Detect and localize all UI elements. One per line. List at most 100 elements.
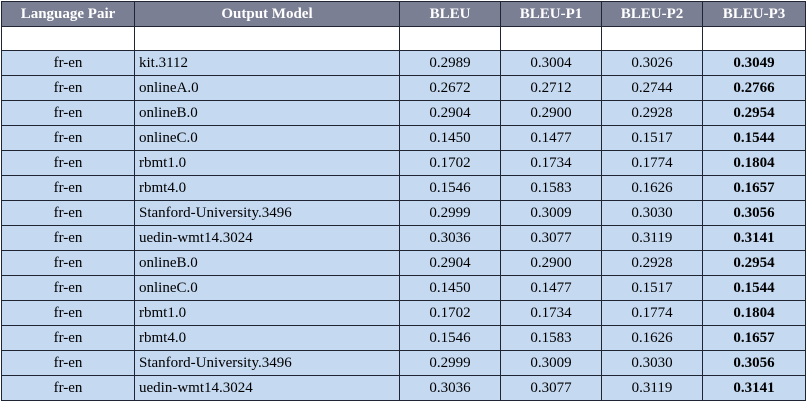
table-row: fr-en uedin-wmt14.3024 0.3036 0.3077 0.3119 0…: [1, 225, 806, 251]
cell-output-model: onlineB.0: [134, 100, 400, 126]
cell-bleu-p1: 0.1734: [500, 300, 602, 326]
cell-bleu-p2: 0.1626: [601, 325, 703, 351]
cell-bleu-p3: 0.2766: [702, 75, 806, 101]
cell-output-model: uedin-wmt14.3024: [134, 375, 400, 401]
cell-bleu-p3: 0.1544: [702, 275, 806, 301]
cell-bleu-p3: 0.3056: [702, 200, 806, 226]
cell-language-pair: fr-en: [1, 125, 135, 151]
cell-bleu-p2: 0.2744: [601, 75, 703, 101]
cell-bleu-p3: 0.1657: [702, 325, 806, 351]
cell-bleu: 0.1546: [399, 175, 501, 201]
cell-bleu: 0.1450: [399, 125, 501, 151]
cell-language-pair: fr-en: [1, 50, 135, 76]
cell-bleu: 0.1702: [399, 150, 501, 176]
table-row: fr-en Stanford-University.3496 0.2999 0.300…: [1, 200, 806, 226]
cell-bleu-p1: 0.1583: [500, 325, 602, 351]
cell-bleu-p1: 0.2900: [500, 100, 602, 126]
table-row: fr-en uedin-wmt14.3024 0.3036 0.3077 0.3119 0…: [1, 375, 806, 401]
cell-output-model: uedin-wmt14.3024: [134, 225, 400, 251]
cell-bleu-p1: 0.1583: [500, 175, 602, 201]
table-row: fr-en kit.3112 0.2989 0.3004 0.3026 0.3049: [1, 50, 806, 76]
cell-bleu-p2: 0.1517: [601, 125, 703, 151]
cell-language-pair: fr-en: [1, 300, 135, 326]
cell-language-pair: fr-en: [1, 225, 135, 251]
cell-language-pair: fr-en: [1, 275, 135, 301]
cell-bleu-p2: 0.3119: [601, 375, 703, 401]
empty-row: [1, 26, 806, 51]
cell-bleu: 0.2999: [399, 200, 501, 226]
cell-bleu-p1: 0.1477: [500, 125, 602, 151]
header-row: Language Pair Output Model BLEU BLEU-P1 …: [1, 1, 806, 27]
cell-bleu: 0.1702: [399, 300, 501, 326]
cell-bleu: 0.3036: [399, 225, 501, 251]
cell-output-model: rbmt4.0: [134, 175, 400, 201]
cell-bleu-p2: 0.1774: [601, 300, 703, 326]
table-row: fr-en rbmt4.0 0.1546 0.1583 0.1626 0.1657: [1, 175, 806, 201]
cell-bleu-p2: 0.3030: [601, 200, 703, 226]
cell-bleu-p3: 0.3049: [702, 50, 806, 76]
cell-output-model: Stanford-University.3496: [134, 200, 400, 226]
cell-bleu-p3: 0.2954: [702, 250, 806, 276]
cell-output-model: onlineA.0: [134, 75, 400, 101]
cell-bleu-p1: 0.3077: [500, 375, 602, 401]
cell-bleu-p3: 0.1544: [702, 125, 806, 151]
cell-bleu-p2: 0.1517: [601, 275, 703, 301]
cell-bleu-p3: 0.1804: [702, 150, 806, 176]
cell-bleu-p1: 0.3077: [500, 225, 602, 251]
table-row: fr-en onlineA.0 0.2672 0.2712 0.2744 0.2766: [1, 75, 806, 101]
cell-language-pair: fr-en: [1, 150, 135, 176]
empty-cell: [399, 26, 501, 51]
cell-bleu: 0.1450: [399, 275, 501, 301]
cell-output-model: Stanford-University.3496: [134, 350, 400, 376]
cell-bleu-p3: 0.3141: [702, 375, 806, 401]
cell-language-pair: fr-en: [1, 75, 135, 101]
cell-bleu-p1: 0.1477: [500, 275, 602, 301]
cell-bleu: 0.2989: [399, 50, 501, 76]
cell-bleu-p2: 0.3026: [601, 50, 703, 76]
cell-output-model: onlineC.0: [134, 275, 400, 301]
header-bleu-p1: BLEU-P1: [500, 1, 602, 27]
table-row: fr-en onlineC.0 0.1450 0.1477 0.1517 0.1544: [1, 275, 806, 301]
cell-bleu: 0.3036: [399, 375, 501, 401]
table-row: fr-en rbmt4.0 0.1546 0.1583 0.1626 0.1657: [1, 325, 806, 351]
header-output-model: Output Model: [134, 1, 400, 27]
cell-bleu-p1: 0.2900: [500, 250, 602, 276]
cell-language-pair: fr-en: [1, 200, 135, 226]
cell-bleu-p1: 0.3009: [500, 200, 602, 226]
cell-bleu: 0.2999: [399, 350, 501, 376]
cell-bleu-p3: 0.3056: [702, 350, 806, 376]
empty-cell: [1, 26, 135, 51]
cell-output-model: onlineB.0: [134, 250, 400, 276]
cell-output-model: rbmt1.0: [134, 300, 400, 326]
table-row: fr-en rbmt1.0 0.1702 0.1734 0.1774 0.1804: [1, 150, 806, 176]
cell-language-pair: fr-en: [1, 350, 135, 376]
cell-output-model: kit.3112: [134, 50, 400, 76]
cell-bleu: 0.2904: [399, 250, 501, 276]
cell-bleu-p2: 0.2928: [601, 100, 703, 126]
table-row: fr-en onlineC.0 0.1450 0.1477 0.1517 0.1544: [1, 125, 806, 151]
empty-cell: [134, 26, 400, 51]
cell-bleu-p3: 0.3141: [702, 225, 806, 251]
cell-bleu-p2: 0.3030: [601, 350, 703, 376]
cell-bleu-p2: 0.2928: [601, 250, 703, 276]
cell-bleu-p1: 0.3004: [500, 50, 602, 76]
table-row: fr-en Stanford-University.3496 0.2999 0.300…: [1, 350, 806, 376]
empty-cell: [702, 26, 806, 51]
header-bleu: BLEU: [399, 1, 501, 27]
cell-bleu-p1: 0.3009: [500, 350, 602, 376]
cell-output-model: rbmt4.0: [134, 325, 400, 351]
header-bleu-p2: BLEU-P2: [601, 1, 703, 27]
cell-bleu: 0.2904: [399, 100, 501, 126]
empty-cell: [500, 26, 602, 51]
table-body: fr-en kit.3112 0.2989 0.3004 0.3026 0.3049 fr-…: [1, 26, 806, 401]
cell-language-pair: fr-en: [1, 250, 135, 276]
table-row: fr-en onlineB.0 0.2904 0.2900 0.2928 0.2954: [1, 100, 806, 126]
header-language-pair: Language Pair: [1, 1, 135, 27]
cell-bleu-p1: 0.2712: [500, 75, 602, 101]
table-row: fr-en rbmt1.0 0.1702 0.1734 0.1774 0.1804: [1, 300, 806, 326]
cell-bleu-p3: 0.2954: [702, 100, 806, 126]
cell-language-pair: fr-en: [1, 325, 135, 351]
header-bleu-p3: BLEU-P3: [702, 1, 806, 27]
cell-bleu-p3: 0.1804: [702, 300, 806, 326]
